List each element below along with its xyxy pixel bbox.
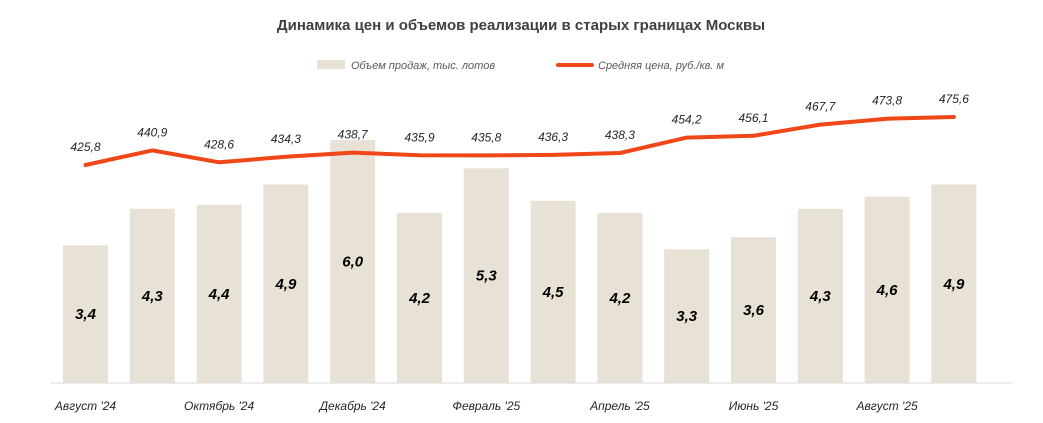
- bar-value-label: 6,0: [342, 254, 364, 271]
- bar-series: [63, 140, 977, 384]
- bar-value-labels: 3,4 4,3 4,4 4,9 6,0 4,2 5,3 4,5 4,2 3,3 3,6 4,3 4,6 4…: [75, 254, 965, 326]
- line-series: [83, 115, 956, 167]
- bar: [263, 184, 309, 383]
- bar-value-label: 4,3: [141, 288, 164, 305]
- bar: [597, 212, 643, 383]
- line-value-label: 428,6: [204, 137, 234, 151]
- line-value-label: 438,7: [338, 128, 369, 142]
- bar-value-label: 4,3: [809, 288, 832, 305]
- line-value-label: 425,8: [70, 140, 100, 154]
- bar: [797, 208, 843, 383]
- line-value-label: 475,6: [939, 92, 969, 106]
- legend: Объем продаж, тыс. лотов Средняя цена, р…: [317, 60, 725, 72]
- legend-bar-swatch: [317, 60, 345, 69]
- bar-value-label: 4,4: [208, 286, 231, 303]
- bar-value-label: 4,9: [942, 276, 965, 293]
- line-value-label: 473,8: [872, 94, 902, 108]
- x-tick-label: Октябрь '24: [184, 399, 254, 413]
- bar-value-label: 3,3: [676, 308, 698, 325]
- legend-bar-label: Объем продаж, тыс. лотов: [351, 60, 495, 72]
- price-line: [83, 115, 956, 167]
- bar: [196, 204, 242, 383]
- x-tick-label: Декабрь '24: [318, 399, 386, 413]
- line-value-label: 436,3: [538, 130, 568, 144]
- bar: [530, 200, 576, 384]
- line-value-label: 454,2: [672, 113, 702, 127]
- bar-value-label: 3,4: [75, 306, 97, 323]
- line-value-label: 435,9: [404, 130, 434, 144]
- bar: [864, 196, 910, 383]
- bar-value-label: 4,2: [408, 290, 431, 307]
- line-value-label: 467,7: [805, 100, 836, 114]
- bar: [397, 212, 442, 383]
- line-value-label: 434,3: [271, 132, 301, 146]
- line-value-label: 435,8: [471, 130, 501, 144]
- x-tick-label: Июнь '25: [729, 399, 779, 413]
- bar-value-label: 4,2: [608, 290, 631, 307]
- bar-value-label: 4,9: [274, 276, 297, 293]
- x-axis-ticks: Август '24 Октябрь '24 Декабрь '24 Февраль …: [54, 399, 918, 413]
- legend-line-label: Средняя цена, руб./кв. м: [598, 60, 725, 72]
- bar-value-label: 4,5: [542, 284, 565, 301]
- x-tick-label: Август '25: [856, 399, 918, 413]
- bar-value-label: 3,6: [743, 302, 765, 319]
- line-value-label: 456,1: [738, 111, 768, 125]
- line-value-label: 438,3: [605, 128, 635, 142]
- chart-title: Динамика цен и объемов реализации в стар…: [277, 17, 765, 34]
- bar: [664, 249, 710, 383]
- x-tick-label: Август '24: [54, 399, 116, 413]
- bar: [63, 245, 108, 383]
- bar: [330, 140, 376, 383]
- bar: [931, 184, 977, 383]
- x-tick-label: Февраль '25: [452, 399, 520, 413]
- line-value-label: 440,9: [137, 125, 167, 139]
- bar-value-label: 5,3: [476, 268, 498, 285]
- bar: [731, 237, 776, 383]
- bar: [463, 168, 509, 383]
- x-tick-label: Апрель '25: [589, 399, 650, 413]
- bar-value-label: 4,6: [876, 282, 899, 299]
- bar: [129, 208, 175, 383]
- line-value-labels: 425,8 440,9 428,6 434,3 438,7 435,9 435,8 436,3…: [70, 92, 969, 154]
